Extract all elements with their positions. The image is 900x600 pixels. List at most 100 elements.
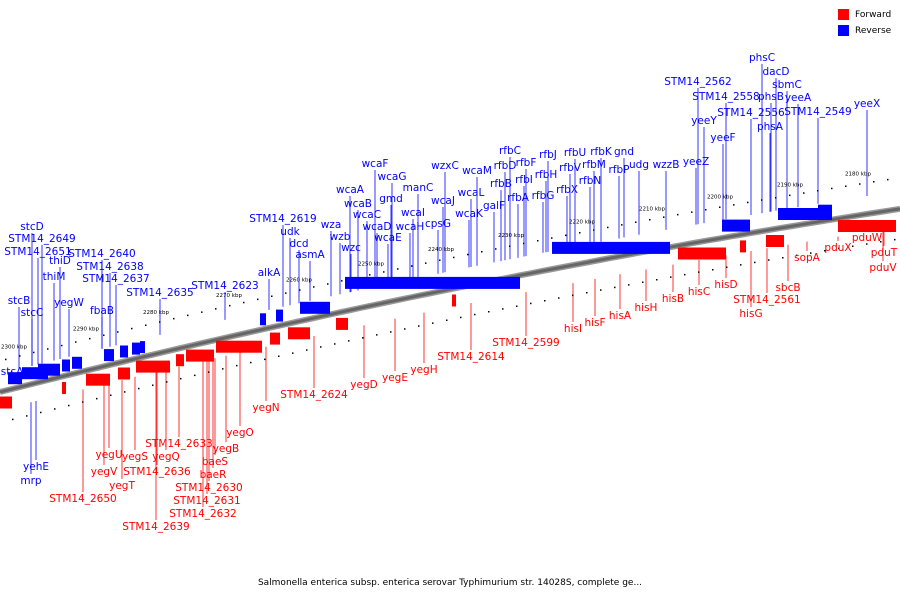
gene-label-yego: yegO [226,427,254,439]
gene-label-rfbu: rfbU [564,147,586,159]
gene-label-rfbj: rfbJ [539,149,557,161]
guide-dot [712,269,714,271]
guide-dot [243,301,245,304]
gene-label-pduv: pduV [869,262,897,274]
forward-gene [136,360,170,373]
gene-label-yegu: yegU [95,449,122,461]
gene-label-yegd: yegD [350,379,377,391]
gene-label-yegv: yegV [91,466,118,478]
gene-label-wcak: wcaK [455,208,484,220]
tick-label: 2200 kbp [707,194,733,200]
gene-label-yegw: yegW [54,297,84,309]
guide-dot [390,331,392,333]
guide-dot [628,284,630,286]
guide-dot [131,327,133,330]
gene-label-baer: baeR [200,469,227,481]
guide-dot [523,242,525,245]
gene-label-hisd: hisD [714,279,737,291]
gene-label-udk: udk [280,226,300,238]
gene-label-yegq: yegQ [152,451,180,463]
legend-reverse: Reverse [838,25,891,36]
guide-dot [103,334,105,336]
guide-dot [68,404,70,407]
guide-dot [61,344,63,347]
forward-gene [740,240,746,253]
guide-dot [803,192,805,194]
guide-dot [12,418,14,421]
gene-label-stm14-2623: STM14_2623 [191,280,258,292]
gene-label-hisi: hisI [564,323,582,335]
gene-label-cpsg: cpsG [425,218,451,230]
gene-label-wcac: wcaC [353,209,381,221]
gene-label-wza: wza [321,219,342,231]
gene-label-sbcb: sbcB [775,282,800,294]
gene-label-yeey: yeeY [691,115,717,127]
gene-features [0,204,896,409]
gene-label-fbab: fbaB [90,305,114,317]
gene-label-yegh: yegH [410,364,437,376]
guide-dot [691,211,693,213]
guide-dot [649,219,651,221]
gene-label-asma: asmA [295,249,325,261]
guide-dot [194,374,196,377]
gene-label-wcae: wcaE [374,232,401,244]
guide-dot [110,394,112,396]
gene-label-stca: stcA [1,366,24,378]
forward-gene [216,340,262,353]
gene-label-rfbn: rfbN [579,175,602,187]
guide-dot [40,411,42,414]
guide-dot [117,331,119,333]
gene-label-hisg: hisG [739,308,762,320]
gene-label-thid: thiD [49,255,71,267]
guide-dot [565,234,567,237]
guide-dot [824,250,826,252]
guide-dot [180,377,182,380]
guide-dot [544,300,546,302]
reverse-gene [722,219,750,232]
guide-dot [495,248,497,250]
guide-dot [726,266,728,268]
guide-dot [670,276,672,278]
guide-dot [789,194,791,197]
gene-label-phsc: phsC [749,52,775,64]
gene-label-rfbh: rfbH [535,169,558,181]
forward-gene [118,367,130,380]
tick-label: 2300 kbp [1,345,27,351]
guide-dot [817,190,819,192]
guide-dot [82,401,84,403]
gene-label-rfbg: rfbG [532,190,555,202]
guide-dot [642,281,644,283]
guide-dot [635,221,637,223]
gene-label-stm14-2633: STM14_2633 [145,438,212,450]
guide-dot [866,243,868,245]
guide-dot [124,391,126,393]
guide-dot [530,302,532,305]
gene-label-wzxc: wzxC [431,160,459,172]
gene-label-stm14-2651: STM14_2651 [4,246,71,258]
guide-dot [166,381,168,383]
gene-label-wcam: wcaM [462,165,492,177]
gene-label-phsb: phsB [758,91,784,103]
gene-label-stm14-2561: STM14_2561 [733,294,800,306]
gene-label-yegs: yegS [122,451,148,463]
gene-label-rfbb: rfbB [490,178,512,190]
guide-dot [5,358,7,361]
guide-dot [271,295,273,297]
gene-label-udg: udg [629,159,649,171]
gene-label-stm14-2556: STM14_2556 [717,107,785,119]
guide-dot [894,238,896,241]
gene-label-stcd: stcD [20,221,43,233]
legend-forward-swatch [838,9,849,20]
gene-label-wcaj: wcaJ [431,195,455,207]
gene-label-stm14-2614: STM14_2614 [437,351,505,363]
guide-dot [481,251,483,253]
legend-reverse-label: Reverse [855,25,892,36]
gene-label-stm14-2632: STM14_2632 [169,508,236,520]
guide-dot [96,397,98,400]
guide-dot [467,253,469,256]
guide-dot [173,317,175,320]
reverse-gene [120,345,128,358]
guide-dot [215,308,217,310]
guide-dot [418,325,420,327]
guide-dot [152,384,154,386]
